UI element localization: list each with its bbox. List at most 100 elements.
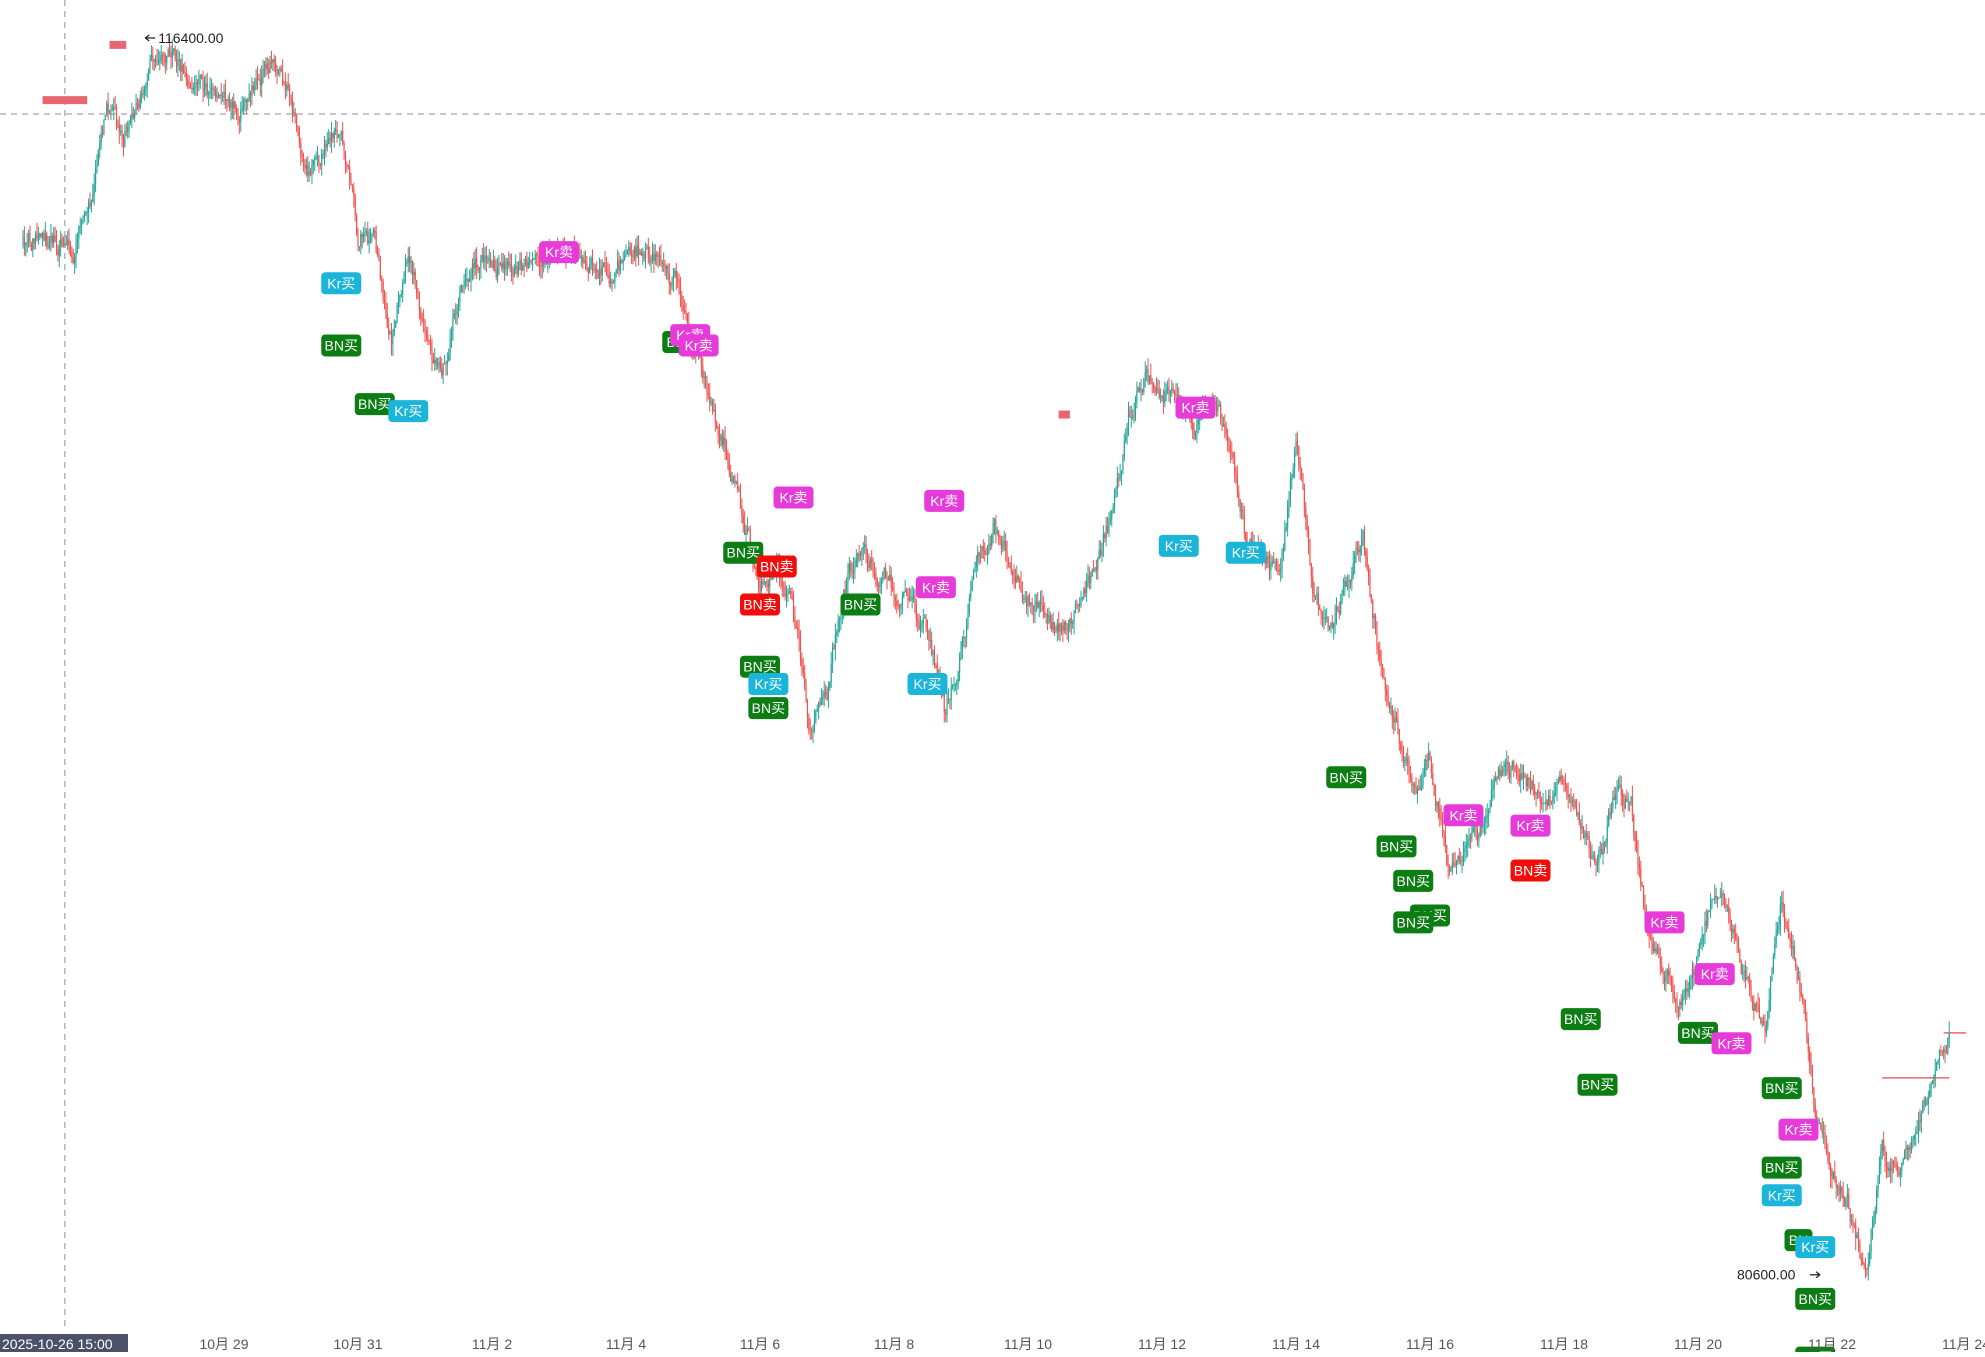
signal-kr-sell[interactable]: Kr卖 [924, 489, 965, 512]
signal-kr-sell[interactable]: Kr卖 [539, 241, 579, 264]
signal-bn-buy[interactable]: BN买 [1326, 766, 1367, 789]
signal-bn-buy[interactable]: BN买 [840, 593, 881, 616]
signal-bn-buy[interactable]: BN买 [1761, 1156, 1802, 1179]
candle-body [1412, 784, 1414, 786]
candle-body [201, 75, 203, 80]
signal-kr-buy[interactable]: Kr买 [1225, 541, 1266, 564]
candle-body [1832, 1172, 1834, 1179]
candle-body [1637, 851, 1639, 865]
candle-body [1589, 849, 1592, 859]
signal-bn-buy[interactable]: BN买 [1761, 1077, 1802, 1100]
signal-kr-buy[interactable]: Kr买 [748, 673, 789, 695]
signal-kr-sell[interactable]: Kr卖 [678, 334, 719, 357]
signal-bn-buy[interactable]: BN买 [1577, 1073, 1618, 1096]
candle-body [519, 259, 521, 265]
signal-bn-buy[interactable]: BN买 [723, 541, 764, 564]
candle-body [1144, 372, 1146, 379]
candle-body [612, 282, 615, 284]
signal-bn-buy[interactable]: BN买 [354, 393, 395, 416]
candle-body [297, 127, 299, 129]
candle-body [34, 234, 37, 243]
signal-kr-sell[interactable]: Kr卖 [1175, 396, 1216, 419]
candle-body [1419, 786, 1421, 791]
candle-body [1550, 801, 1553, 803]
price-markers: 116400.00 80600.00 [144, 30, 1821, 1283]
candle-body [1439, 809, 1441, 817]
signal-badge-bg [1510, 814, 1551, 837]
signal-kr-sell[interactable]: Kr卖 [915, 576, 956, 599]
candle-body [827, 688, 829, 700]
candle-body [1455, 860, 1458, 866]
candle-body [1534, 788, 1536, 795]
signal-bn-buy[interactable]: BN买 [1393, 911, 1434, 934]
candle-body [1115, 488, 1117, 495]
signal-badge-bg [1795, 1236, 1836, 1259]
signal-kr-buy[interactable]: Kr买 [388, 400, 429, 423]
candle-body [1571, 800, 1573, 803]
signal-bn-buy[interactable]: BN买 [740, 655, 780, 678]
candle-body [121, 130, 123, 140]
signal-badge-label: Kr买 [1801, 1239, 1829, 1255]
candle-body [1655, 948, 1657, 953]
candle-body [1927, 1096, 1929, 1105]
candle-body [1408, 762, 1410, 775]
candle-body [932, 651, 934, 655]
signal-kr-sell[interactable]: Kr卖 [1510, 814, 1551, 837]
candle-body [872, 562, 874, 572]
candle-body [1354, 555, 1356, 563]
signal-kr-buy[interactable]: Kr买 [1795, 1236, 1836, 1259]
candle-body [466, 279, 468, 281]
candle-body [1437, 802, 1439, 810]
signal-bn-sell[interactable]: BN卖 [740, 593, 780, 616]
candle-body [1093, 569, 1095, 571]
candle-body [1012, 572, 1014, 576]
candle-body [1548, 795, 1550, 806]
candle-body [1345, 580, 1347, 587]
signal-bn-sell[interactable]: BN卖 [1510, 859, 1551, 882]
candle-body [495, 270, 497, 277]
candle-body [745, 529, 747, 535]
signal-kr-buy[interactable]: Kr买 [907, 673, 948, 695]
candle-body [386, 313, 388, 328]
candle-body [758, 579, 760, 586]
candle-body [728, 461, 730, 473]
signal-kr-sell[interactable]: Kr卖 [1443, 804, 1484, 827]
candle-body [1469, 837, 1472, 840]
candle-body [979, 555, 982, 558]
candle-body [1828, 1152, 1830, 1166]
signal-bn-buy[interactable]: BN买 [1560, 1008, 1601, 1031]
candle-body [986, 553, 989, 555]
candle-body [717, 428, 719, 436]
signal-kr-sell[interactable]: Kr卖 [1694, 963, 1735, 986]
candle-body [477, 267, 479, 271]
candle-body [1933, 1076, 1935, 1084]
signal-kr-sell[interactable]: Kr卖 [1778, 1118, 1819, 1141]
signal-kr-buy[interactable]: Kr买 [1761, 1184, 1802, 1207]
signal-bn-sell[interactable]: BN卖 [756, 555, 797, 578]
signal-bn-buy[interactable]: BN买 [748, 697, 789, 720]
candle-body [74, 257, 76, 263]
candle-body [667, 266, 669, 275]
signal-bn-buy[interactable]: BN买 [1393, 869, 1434, 892]
signal-kr-sell[interactable]: Kr卖 [773, 486, 814, 509]
signal-bn-buy[interactable]: BN买 [1376, 835, 1417, 858]
candle-body [261, 77, 263, 86]
signal-bn-buy[interactable]: BN买 [1678, 1021, 1718, 1044]
signal-bn-buy[interactable]: BN买 [321, 334, 362, 357]
candle-body [755, 567, 757, 569]
candle-body [396, 304, 398, 321]
signal-kr-sell[interactable]: Kr卖 [1711, 1032, 1752, 1055]
signal-kr-buy[interactable]: Kr买 [1158, 534, 1199, 557]
candle-body [191, 87, 193, 90]
candle-body [1839, 1187, 1841, 1195]
signal-kr-sell[interactable]: Kr卖 [1644, 911, 1685, 934]
x-tick-label: 11月 10 [1004, 1336, 1052, 1352]
candle-body [365, 231, 367, 233]
signal-kr-buy[interactable]: Kr买 [321, 272, 362, 295]
candle-body [1063, 622, 1065, 631]
candle-body [1116, 477, 1118, 489]
signal-bn-buy[interactable]: BN买 [1795, 1287, 1836, 1310]
candle-body [1739, 949, 1741, 963]
